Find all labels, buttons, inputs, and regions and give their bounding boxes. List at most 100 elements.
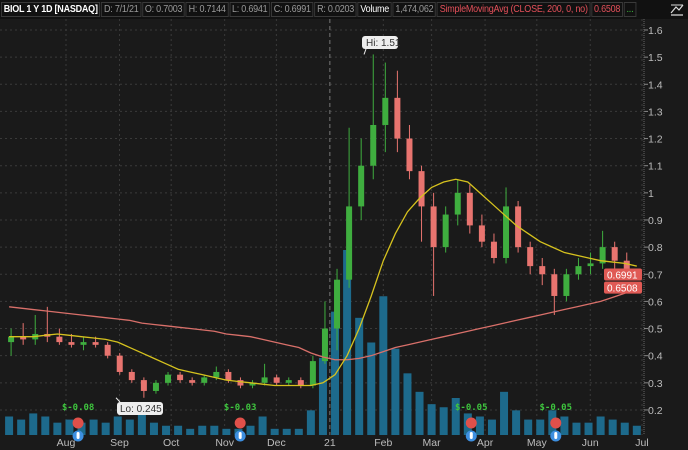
candle-body xyxy=(273,377,280,383)
volume-bar xyxy=(222,428,231,435)
volume-bar xyxy=(294,428,303,435)
chart-header: BIOL 1 Y 1D [NASDAQ] D: 7/1/21 O: 0.7003… xyxy=(0,0,688,19)
high-readout: H: 0.7144 xyxy=(185,2,229,17)
candle-body xyxy=(104,344,111,356)
y-tick-label: 1.3 xyxy=(648,106,663,118)
volume-bar xyxy=(427,404,436,435)
volume-bar xyxy=(632,425,641,435)
candle-body xyxy=(165,374,172,383)
last-price-tag-bg xyxy=(604,268,642,281)
x-tick-label: Oct xyxy=(163,437,179,449)
volume-bar xyxy=(186,428,195,435)
earnings-icon-glyph xyxy=(76,432,80,439)
volume-bar xyxy=(246,425,255,435)
candle-body xyxy=(116,355,123,372)
candle-body xyxy=(346,206,353,280)
candle-body xyxy=(20,336,27,340)
date-readout: D: 7/1/21 xyxy=(101,2,142,17)
dividend-label: $-0.03 xyxy=(224,403,257,413)
candle-body xyxy=(297,380,304,386)
volume-bar xyxy=(258,416,267,435)
sma50-line xyxy=(9,178,637,387)
y-tick-label: 0.9 xyxy=(648,215,663,227)
volume-bar xyxy=(29,413,38,435)
candle-body xyxy=(466,192,473,226)
sma-study-label[interactable]: SimpleMovingAvg (CLOSE, 200, 0, no) xyxy=(436,2,591,17)
candle-body xyxy=(503,206,510,258)
candle-body xyxy=(249,382,256,386)
candle-body xyxy=(418,171,425,207)
sma200-line xyxy=(9,287,638,361)
volume-bar xyxy=(5,416,14,435)
price-chart[interactable]: 1.6 1.5 1.4 1.3 1.2 1.1 1 0.9 0.8 0.7 0.6 0.5 0.4 0.3… xyxy=(0,19,688,450)
volume-bar xyxy=(137,410,146,435)
dividend-label: $-0.05 xyxy=(540,403,573,413)
candle-body xyxy=(56,336,63,343)
x-tick-label: Dec xyxy=(267,437,286,449)
more-studies-button[interactable]: ... xyxy=(623,2,637,17)
dividend-label: $-0.08 xyxy=(62,403,95,413)
x-tick-label: Jun xyxy=(582,437,599,449)
candle-body xyxy=(454,192,461,215)
volume-bar xyxy=(125,419,134,435)
candle-body xyxy=(237,380,244,386)
volume-bar xyxy=(270,428,279,435)
x-tick-label: Apr xyxy=(477,437,494,449)
volume-label[interactable]: Volume xyxy=(357,2,392,17)
volume-bar xyxy=(403,373,412,435)
volume-bar xyxy=(415,391,424,435)
dividend-label: $-0.05 xyxy=(455,403,488,413)
hi-label-box xyxy=(362,36,398,49)
volume-bar xyxy=(210,425,219,435)
volume-bar xyxy=(149,422,158,435)
y-tick-label: 1.4 xyxy=(648,79,663,91)
y-tick-label: 0.3 xyxy=(648,378,663,390)
candle-body xyxy=(430,206,437,248)
candle-body xyxy=(358,165,365,207)
lo-pointer xyxy=(115,397,121,403)
volume-bar xyxy=(331,311,340,435)
hi-label: Hi: 1.51 xyxy=(366,38,401,49)
last-price-tag: 0.6991 xyxy=(607,271,638,282)
y-tick-label: 0.8 xyxy=(648,242,663,254)
y-tick-label: 1.2 xyxy=(648,134,663,146)
dividend-icon[interactable] xyxy=(72,417,84,429)
candle-body xyxy=(261,377,268,383)
dividend-icon[interactable] xyxy=(550,417,562,429)
symbol-label[interactable]: BIOL 1 Y 1D [NASDAQ] xyxy=(1,2,101,17)
y-tick-label: 1 xyxy=(648,188,654,200)
volume-bar xyxy=(101,422,110,435)
volume-bar xyxy=(487,419,496,435)
candle-body xyxy=(406,138,413,172)
candle-body xyxy=(527,247,534,267)
candle-body xyxy=(575,266,582,275)
candle-body xyxy=(370,124,377,166)
drawing-tool-icon[interactable] xyxy=(670,3,684,16)
volume-bar xyxy=(355,317,364,435)
earnings-icon-glyph xyxy=(238,432,242,439)
volume-bar xyxy=(391,348,400,435)
volume-bar xyxy=(53,422,62,435)
candle-body xyxy=(563,274,570,296)
candle-body xyxy=(225,371,232,381)
candle-body xyxy=(189,380,196,383)
volume-bar xyxy=(560,416,569,435)
dividend-icon[interactable] xyxy=(465,417,477,429)
x-tick-label: Mar xyxy=(423,437,442,449)
y-tick-label: 0.5 xyxy=(648,324,663,336)
volume-bar xyxy=(439,407,448,435)
volume-bar xyxy=(451,398,460,435)
volume-bar xyxy=(512,410,521,435)
volume-bar xyxy=(174,425,183,435)
candle-body xyxy=(128,371,135,381)
dividend-icon[interactable] xyxy=(234,417,246,429)
x-tick-label: Feb xyxy=(374,437,392,449)
candle-body xyxy=(623,260,630,269)
y-tick-label: 0.4 xyxy=(648,351,663,363)
candle-body xyxy=(539,266,546,275)
y-tick-label: 1.5 xyxy=(648,52,663,64)
candle-body xyxy=(382,97,389,125)
candle-body xyxy=(8,336,15,343)
candle-body xyxy=(213,371,220,378)
volume-bar xyxy=(343,250,352,435)
